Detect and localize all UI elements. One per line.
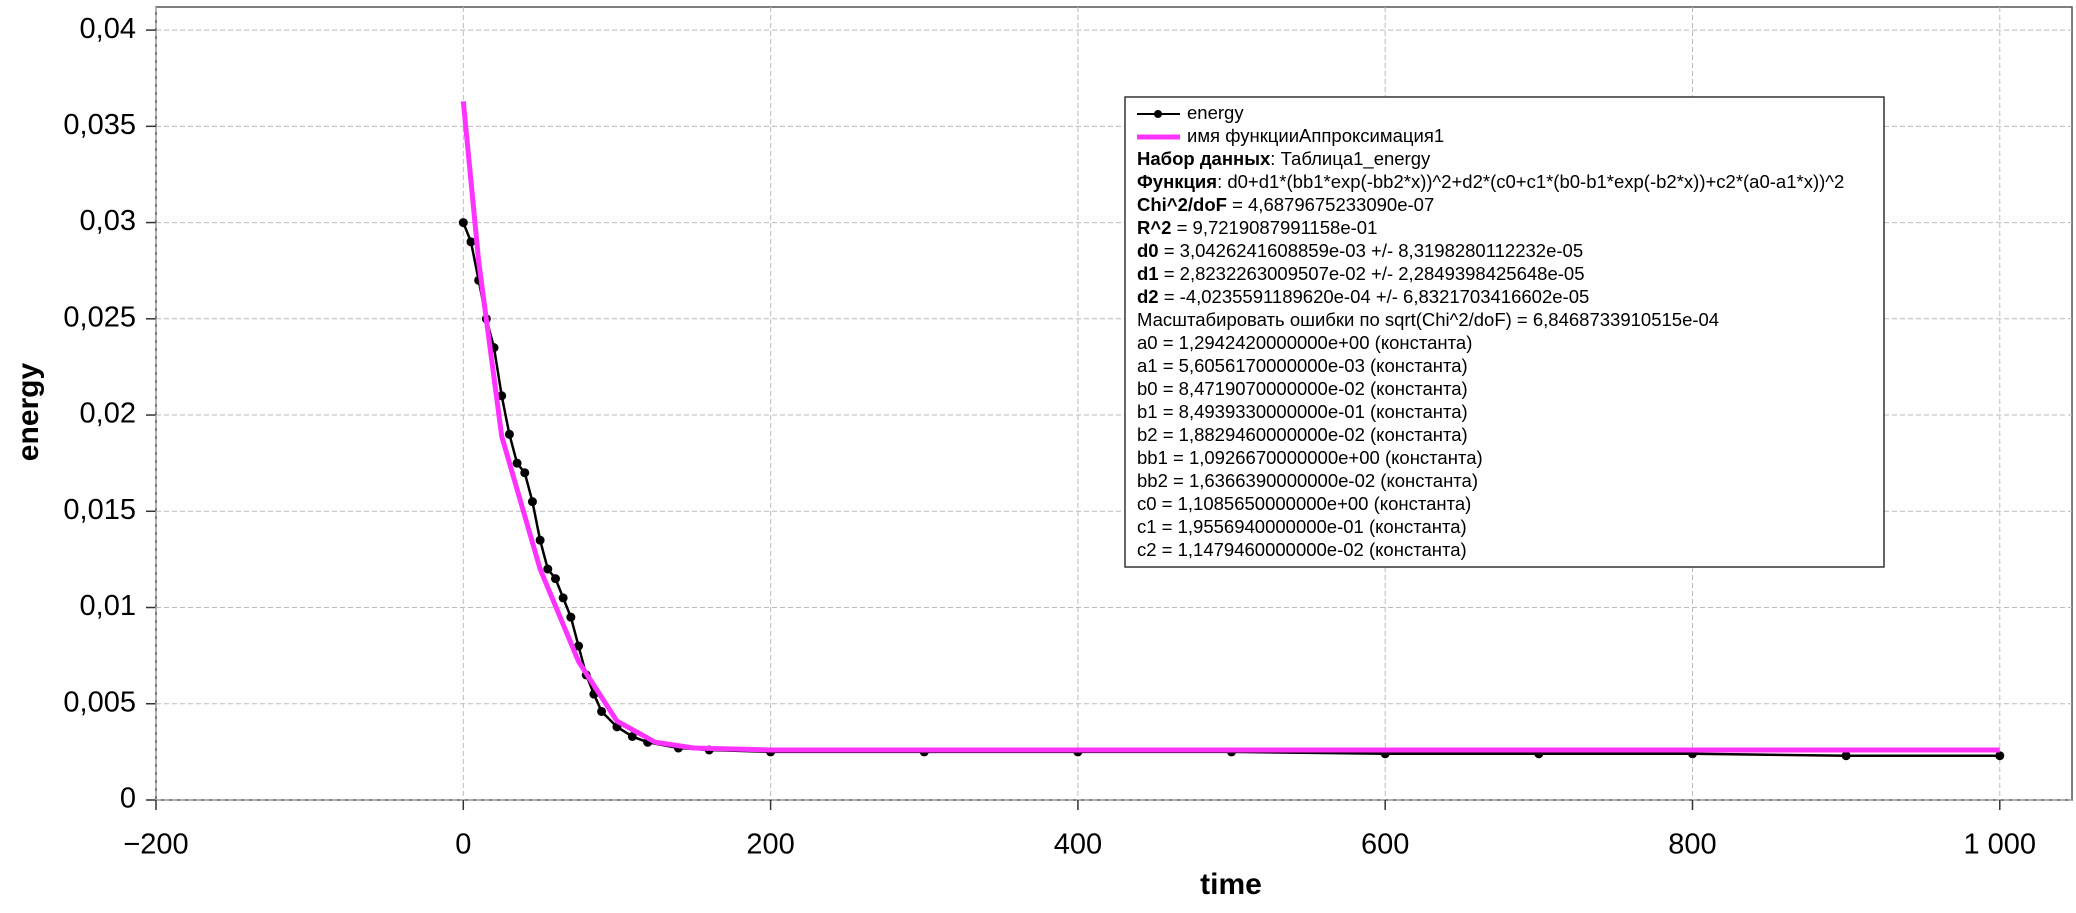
data-point — [535, 535, 545, 545]
legend-box — [1124, 96, 1885, 568]
data-point — [574, 641, 584, 651]
y-tick-label: 0,035 — [63, 109, 136, 141]
legend-label: energy — [1187, 102, 1244, 123]
x-tick-label: 0 — [455, 829, 471, 861]
data-point — [520, 468, 530, 478]
data-point — [458, 218, 468, 228]
y-tick-label: 0,03 — [80, 205, 136, 237]
fit-info-value: : Таблица1_energy — [1270, 148, 1431, 170]
x-tick-label: 800 — [1668, 829, 1716, 861]
fit-info-line: Масштабировать ошибки по sqrt(Chi^2/doF)… — [1137, 309, 1719, 330]
y-axis-title: energy — [12, 363, 45, 462]
fit-info-value: = 3,0426241608859e-03 +/- 8,319828011223… — [1159, 240, 1584, 261]
legend-label: имя функцииАппроксимация1 — [1187, 125, 1444, 146]
y-tick-label: 0,01 — [80, 590, 136, 622]
data-point — [527, 497, 537, 507]
fit-info-line: bb1 = 1,0926670000000e+00 (константа) — [1137, 447, 1483, 468]
fit-info-line: d0 = 3,0426241608859e-03 +/- 8,319828011… — [1137, 240, 1583, 261]
fit-info-line: R^2 = 9,7219087991158e-01 — [1137, 217, 1377, 238]
y-tick-label: 0,015 — [63, 494, 136, 526]
fit-info-key: Функция — [1137, 171, 1217, 192]
y-tick-label: 0,025 — [63, 301, 136, 333]
data-point — [1841, 751, 1851, 761]
fit-info-value: = -4,0235591189620e-04 +/- 6,83217034166… — [1159, 286, 1590, 307]
fit-info-line: b1 = 8,4939330000000e-01 (константа) — [1137, 401, 1468, 422]
data-point — [558, 593, 568, 603]
fit-info-line: c2 = 1,1479460000000e-02 (константа) — [1137, 539, 1467, 560]
fit-info-value: = 2,8232263009507e-02 +/- 2,284939842564… — [1159, 263, 1585, 284]
legend-marker — [1154, 110, 1162, 118]
fit-info-line: a0 = 1,2942420000000e+00 (константа) — [1137, 332, 1472, 353]
x-axis-title: time — [1200, 868, 1262, 901]
fit-info-line: bb2 = 1,6366390000000e-02 (константа) — [1137, 470, 1478, 491]
fit-info-key: Chi^2/doF — [1137, 194, 1227, 215]
data-point — [466, 237, 476, 247]
y-tick-label: 0,02 — [80, 398, 136, 430]
fit-info-line: Chi^2/doF = 4,6879675233090e-07 — [1137, 194, 1434, 215]
series-line — [460, 101, 2000, 753]
x-tick-label: 400 — [1054, 829, 1102, 861]
x-tick-label: −200 — [123, 829, 188, 861]
fit-info-key: d0 — [1137, 240, 1159, 261]
fit-info-key: d2 — [1137, 286, 1159, 307]
y-tick-label: 0,04 — [80, 13, 136, 45]
fit-info-line: Набор данных: Таблица1_energy — [1137, 148, 1431, 170]
fit-info-value: = 4,6879675233090e-07 — [1227, 194, 1434, 215]
data-point — [504, 429, 514, 439]
fit-info-key: Набор данных — [1137, 148, 1271, 169]
fit-info-line: b0 = 8,4719070000000e-02 (константа) — [1137, 378, 1468, 399]
x-tick-label: 600 — [1361, 829, 1409, 861]
y-tick-label: 0,005 — [63, 686, 136, 718]
data-point — [566, 612, 576, 622]
fit-info-line: c0 = 1,1085650000000e+00 (константа) — [1137, 493, 1471, 514]
data-point — [1995, 751, 2005, 761]
data-point — [550, 574, 560, 584]
x-tick-label: 200 — [746, 829, 794, 861]
fit-info-line: d1 = 2,8232263009507e-02 +/- 2,284939842… — [1137, 263, 1584, 284]
fit-info-line: a1 = 5,6056170000000e-03 (константа) — [1137, 355, 1468, 376]
fit-info-value: : d0+d1*(bb1*exp(-bb2*x))^2+d2*(c0+c1*(b… — [1217, 171, 1844, 192]
y-tick-label: 0 — [120, 783, 136, 815]
x-tick-label: 1 000 — [1963, 829, 2036, 861]
data-point — [597, 706, 607, 716]
fit-info-key: d1 — [1137, 263, 1159, 284]
data-point — [543, 564, 553, 574]
fit-info-line: c1 = 1,9556940000000e-01 (константа) — [1137, 516, 1467, 537]
fit-info-line: Функция: d0+d1*(bb1*exp(-bb2*x))^2+d2*(c… — [1137, 171, 1844, 192]
fit-info-line: b2 = 1,8829460000000e-02 (константа) — [1137, 424, 1468, 445]
fit-info-key: R^2 — [1137, 217, 1171, 238]
fit-info-value: = 9,7219087991158e-01 — [1171, 217, 1377, 238]
fit-info-line: d2 = -4,0235591189620e-04 +/- 6,83217034… — [1137, 286, 1589, 307]
data-point — [627, 731, 637, 741]
data-point — [512, 458, 522, 468]
data-point — [497, 391, 507, 401]
